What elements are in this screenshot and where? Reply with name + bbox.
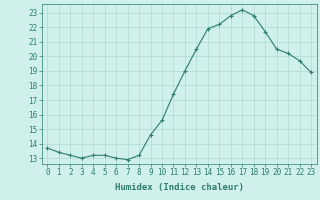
X-axis label: Humidex (Indice chaleur): Humidex (Indice chaleur) bbox=[115, 183, 244, 192]
